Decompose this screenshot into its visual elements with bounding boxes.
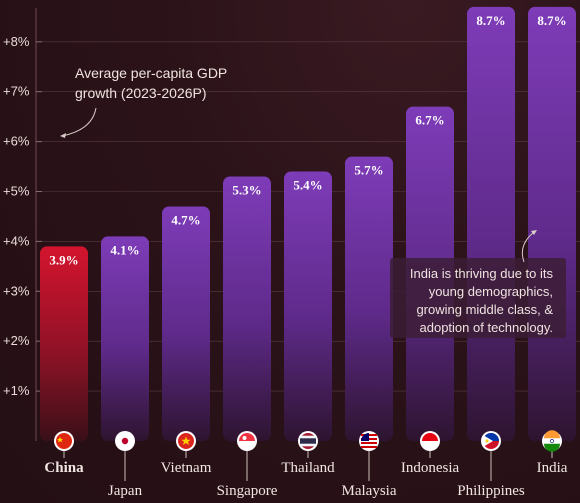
malaysia-flag-icon: [359, 431, 379, 451]
y-tick-label: +5%: [3, 184, 30, 199]
title-arrow: [61, 107, 97, 137]
bar-vietnam: [162, 206, 210, 441]
category-label-vietnam: Vietnam: [161, 460, 212, 476]
category-label-singapore: Singapore: [217, 483, 278, 499]
y-axis: +1% +2% +3% +4% +5% +6% +7% +8%: [3, 8, 42, 441]
bar-malaysia: [345, 156, 393, 441]
thailand-flag-icon: [298, 431, 318, 451]
annotation-box: [390, 258, 566, 338]
y-tick-label: +1%: [3, 383, 30, 398]
china-flag-icon: [54, 431, 74, 451]
value-label-china: 3.9%: [49, 252, 78, 267]
title-line-1: Average per-capita GDP: [75, 65, 227, 81]
singapore-flag-icon: [237, 431, 257, 451]
annotation: India is thriving due to its young demog…: [390, 230, 566, 338]
annotation-arrow: [521, 231, 535, 263]
philippines-flag-icon: [481, 431, 501, 451]
chart-title: Average per-capita GDP growth (2023-2026…: [60, 65, 227, 138]
category-label-malaysia: Malaysia: [342, 483, 397, 499]
annotation-line-4: adoption of technology.: [420, 320, 553, 335]
annotation-line-2: young demographics,: [429, 284, 553, 299]
category-label-india: India: [537, 460, 568, 476]
value-label-thailand: 5.4%: [293, 178, 322, 193]
value-label-philippines: 8.7%: [476, 13, 505, 28]
bar-philippines: [467, 6, 515, 442]
value-label-malaysia: 5.7%: [354, 163, 383, 178]
japan-flag-icon: [115, 431, 135, 451]
india-flag-icon: [542, 430, 562, 452]
title-arrowhead: [60, 133, 66, 138]
bar-singapore: [223, 176, 271, 441]
category-label-philippines: Philippines: [457, 483, 525, 499]
annotation-line-3: growing middle class, &: [416, 302, 553, 317]
bar-china: [40, 246, 88, 441]
bar-japan: [101, 236, 149, 441]
y-tick-label: +2%: [3, 333, 30, 348]
category-label-indonesia: Indonesia: [401, 460, 460, 476]
annotation-line-1: India is thriving due to its: [410, 266, 554, 281]
indonesia-flag-icon: [420, 431, 440, 451]
category-label-japan: Japan: [108, 483, 143, 499]
value-label-japan: 4.1%: [110, 242, 139, 257]
y-tick-label: +3%: [3, 283, 30, 298]
category-label-thailand: Thailand: [281, 460, 335, 476]
y-tick-label: +6%: [3, 134, 30, 149]
value-label-singapore: 5.3%: [232, 183, 261, 198]
vietnam-flag-icon: [176, 431, 196, 451]
title-line-2: growth (2023-2026P): [75, 85, 207, 101]
value-label-india: 8.7%: [537, 13, 566, 28]
y-tick-label: +8%: [3, 34, 30, 49]
category-label-china: China: [44, 460, 84, 476]
annotation-arrowhead: [531, 230, 537, 235]
value-label-indonesia: 6.7%: [415, 113, 444, 128]
bar-thailand: [284, 171, 332, 442]
y-tick-label: +4%: [3, 233, 30, 248]
value-label-vietnam: 4.7%: [171, 212, 200, 227]
y-tick-label: +7%: [3, 84, 30, 99]
bar-india: [528, 6, 576, 442]
